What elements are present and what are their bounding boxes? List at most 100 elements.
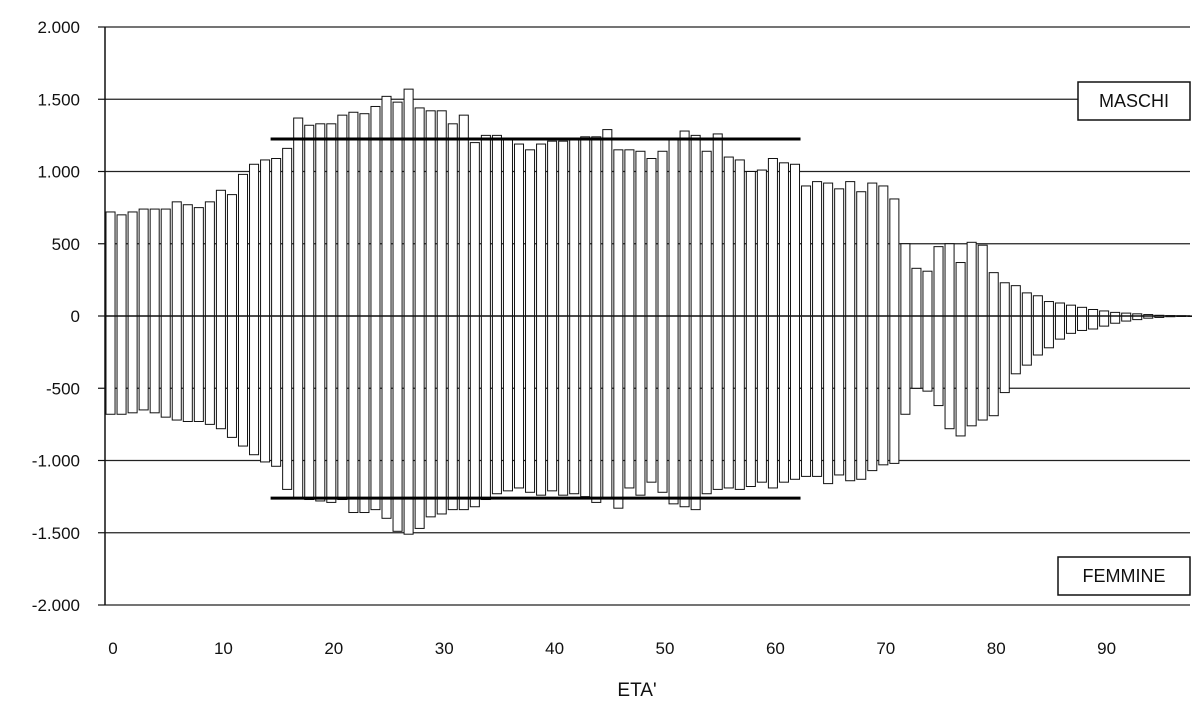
bar-femmine: [1065, 315, 1077, 334]
bar-maschi: [789, 163, 801, 317]
bar-maschi: [160, 208, 171, 317]
bar-femmine: [1110, 315, 1121, 324]
bar-maschi: [536, 143, 547, 317]
bar-femmine: [547, 315, 558, 492]
y-tick-label: 1.000: [37, 163, 80, 182]
x-tick-label: 70: [876, 639, 895, 658]
bar-femmine: [613, 315, 624, 509]
bar-femmine: [226, 315, 237, 438]
bar-femmine: [105, 315, 116, 415]
y-tick-label: -1.500: [32, 524, 80, 543]
bar-femmine: [999, 315, 1010, 394]
bar-femmine: [624, 315, 635, 489]
bar-femmine: [657, 315, 668, 493]
bar-femmine: [215, 315, 226, 430]
bar-maschi: [348, 111, 359, 317]
bar-maschi: [801, 185, 812, 317]
bar-maschi: [646, 157, 657, 317]
bar-femmine: [778, 315, 789, 483]
bar-maschi: [1010, 285, 1021, 317]
bar-maschi: [381, 95, 392, 317]
bar-maschi: [580, 136, 591, 317]
bar-maschi: [889, 198, 900, 317]
bar-maschi: [558, 140, 569, 317]
bar-femmine: [1077, 315, 1088, 331]
bars-layer: [105, 88, 1192, 535]
bar-femmine: [293, 315, 304, 499]
bar-maschi: [823, 182, 834, 317]
bar-femmine: [845, 315, 856, 482]
bar-maschi: [458, 114, 469, 317]
bar-maschi: [182, 204, 193, 317]
bar-maschi: [193, 207, 204, 317]
bar-femmine: [591, 315, 602, 503]
bar-femmine: [425, 315, 436, 518]
bar-femmine: [933, 315, 944, 407]
bar-maschi: [1099, 310, 1110, 317]
bar-maschi: [436, 110, 447, 317]
bar-maschi: [690, 134, 701, 317]
bar-maschi: [392, 101, 403, 317]
bar-maschi: [723, 156, 734, 317]
y-tick-label: -1.000: [32, 452, 80, 471]
bar-maschi: [215, 189, 226, 317]
bar-maschi: [1032, 295, 1043, 317]
y-tick-label: -500: [46, 379, 80, 398]
bar-femmine: [282, 315, 293, 490]
bar-femmine: [646, 315, 657, 483]
reference-lines-layer: [270, 137, 801, 500]
legend-layer: MASCHI FEMMINE: [1057, 81, 1191, 596]
bar-maschi: [734, 159, 745, 317]
bar-maschi: [480, 134, 491, 317]
bar-femmine: [977, 315, 988, 421]
x-tick-label: 40: [545, 639, 564, 658]
bar-femmine: [690, 315, 701, 511]
bar-femmine: [204, 315, 215, 425]
bar-femmine: [525, 315, 536, 493]
bar-maschi: [226, 194, 237, 317]
bar-maschi: [1077, 306, 1088, 317]
bar-femmine: [988, 315, 999, 417]
bar-femmine: [900, 315, 911, 415]
bar-femmine: [193, 315, 204, 422]
x-tick-labels: 0 10 20 30 40 50 60 70 80 90: [108, 639, 1116, 658]
bar-femmine: [1099, 315, 1110, 327]
bar-maschi: [304, 124, 315, 317]
bar-maschi: [834, 188, 845, 317]
bar-femmine: [403, 315, 414, 535]
x-axis-title: ETA': [617, 680, 656, 701]
bar-femmine: [878, 315, 889, 466]
bar-maschi: [525, 149, 536, 317]
bar-femmine: [249, 315, 260, 456]
bar-maschi: [845, 181, 856, 317]
bar-maschi: [767, 157, 778, 317]
bar-maschi: [127, 211, 138, 317]
bar-maschi: [591, 136, 602, 317]
bar-maschi: [613, 149, 624, 317]
bar-maschi: [867, 182, 878, 317]
legend-label: MASCHI: [1099, 91, 1169, 111]
bar-maschi: [602, 129, 613, 317]
x-tick-label: 90: [1097, 639, 1116, 658]
bar-maschi: [745, 171, 756, 317]
bar-femmine: [1021, 315, 1032, 366]
bar-femmine: [337, 315, 348, 501]
bar-femmine: [138, 315, 149, 411]
bar-femmine: [767, 315, 778, 489]
legend-femmine: FEMMINE: [1057, 556, 1191, 596]
bar-maschi: [1043, 301, 1054, 317]
bar-maschi: [502, 137, 513, 317]
bar-femmine: [955, 315, 966, 437]
bar-femmine: [856, 315, 867, 480]
bar-femmine: [712, 315, 723, 490]
bar-maschi: [359, 113, 370, 317]
bar-maschi: [778, 162, 789, 317]
bar-maschi: [293, 117, 304, 317]
axis-layer: [98, 26, 1190, 606]
bar-femmine: [116, 315, 127, 415]
bar-maschi: [1065, 304, 1077, 317]
bar-maschi: [657, 150, 668, 317]
bar-femmine: [558, 315, 569, 496]
bar-maschi: [712, 133, 723, 317]
bar-femmine: [359, 315, 370, 514]
